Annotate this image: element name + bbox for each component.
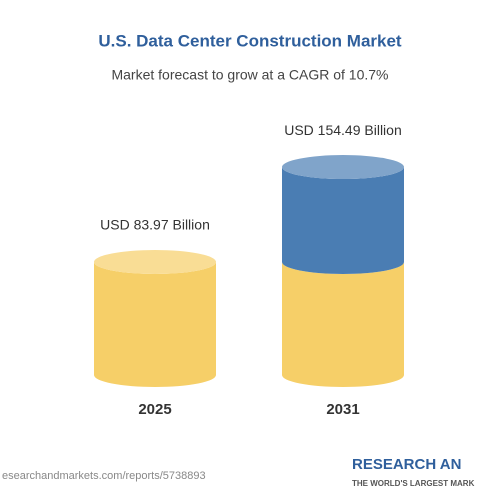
- cylinder-growth-top: [282, 155, 404, 180]
- category-label: 2031: [326, 401, 359, 418]
- source-url: esearchandmarkets.com/reports/5738893: [2, 470, 206, 482]
- cylinder-growth: [282, 167, 404, 274]
- cylinder-top: [94, 249, 216, 274]
- chart-subtitle: Market forecast to grow at a CAGR of 10.…: [111, 67, 388, 83]
- value-label: USD 83.97 Billion: [100, 217, 210, 233]
- chart-title: U.S. Data Center Construction Market: [98, 31, 402, 50]
- cylinder-base: [282, 261, 404, 387]
- cylinder: [94, 261, 216, 387]
- category-label: 2025: [138, 401, 171, 418]
- brand: RESEARCH AN: [352, 456, 461, 473]
- brand-tagline: THE WORLD'S LARGEST MARK: [352, 479, 475, 488]
- value-label: USD 154.49 Billion: [284, 122, 402, 138]
